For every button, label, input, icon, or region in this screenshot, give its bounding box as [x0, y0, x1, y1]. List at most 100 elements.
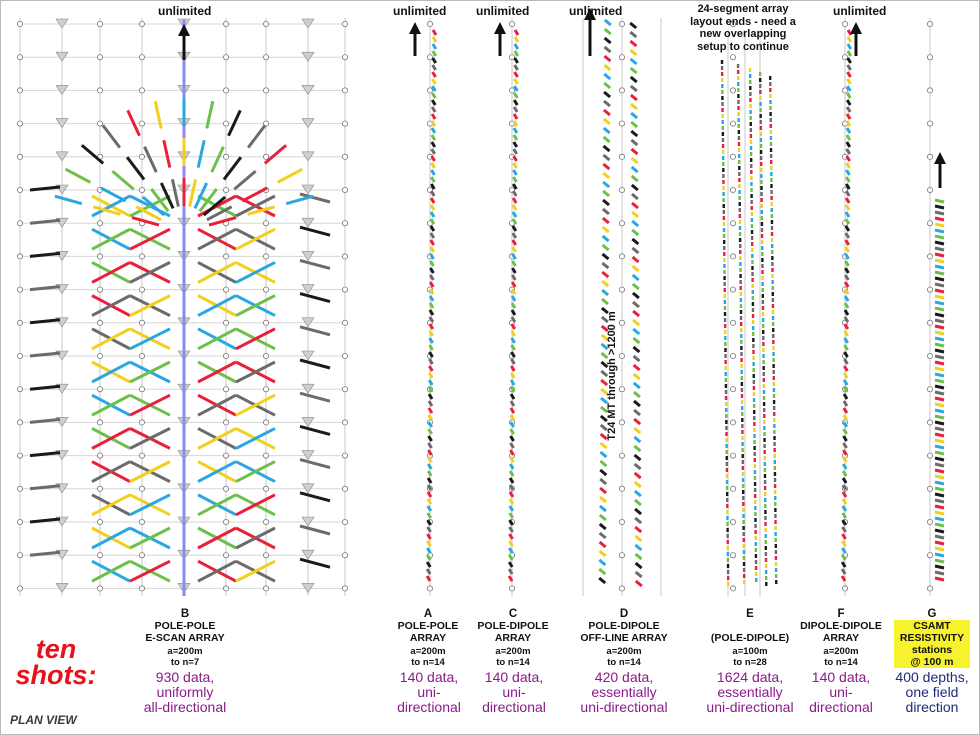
station-marker [619, 186, 626, 193]
measurement-segment [197, 261, 237, 284]
station-marker [97, 419, 104, 426]
summary-line1: 930 data, [155, 669, 215, 685]
data-segment [425, 568, 432, 575]
data-segment [427, 400, 434, 407]
csamt-station-bar [934, 276, 945, 282]
data-segment [427, 428, 433, 435]
data-segment [842, 456, 848, 463]
measurement-segment [299, 458, 331, 470]
station-marker [730, 386, 737, 393]
station-marker [619, 386, 626, 393]
data-segment [430, 162, 436, 169]
electrode-marker [301, 18, 315, 29]
electrode-marker [301, 251, 315, 261]
data-segment [512, 99, 519, 106]
data-segment [632, 354, 641, 363]
csamt-station-bar [934, 312, 945, 318]
data-segment [630, 120, 639, 129]
data-segment [632, 390, 641, 399]
data-segment [843, 302, 850, 309]
csamt-station-bar [934, 300, 945, 306]
measurement-segment [91, 460, 131, 483]
measurement-segment [29, 484, 61, 491]
station-marker [426, 585, 433, 592]
data-segment [841, 463, 848, 470]
measurement-segment [29, 417, 61, 424]
fan-segment [196, 139, 206, 168]
data-segment [845, 176, 851, 183]
electrode-marker [301, 417, 315, 427]
data-segment [513, 43, 520, 50]
data-segment [510, 351, 516, 358]
data-segment [431, 36, 438, 43]
station-marker [16, 552, 23, 559]
data-segment [512, 134, 519, 141]
data-segment [842, 379, 849, 386]
data-segment [845, 155, 851, 162]
station-marker [730, 20, 737, 27]
data-segment [511, 211, 518, 218]
measurement-segment [197, 559, 237, 583]
station-marker [262, 153, 269, 160]
data-segment [430, 99, 437, 106]
measurement-segment [235, 194, 276, 218]
csamt-station-bar [934, 426, 945, 432]
csamt-station-bar [934, 240, 945, 246]
fan-segment [198, 188, 218, 213]
data-segment [843, 365, 849, 372]
data-segment [843, 344, 849, 351]
station-marker [262, 585, 269, 592]
data-segment [512, 155, 518, 162]
data-segment [509, 414, 516, 421]
csamt-station-bar [934, 318, 945, 324]
station-marker [730, 220, 737, 227]
measurement-segment [29, 185, 61, 192]
data-segment [843, 288, 850, 295]
station-marker [16, 319, 23, 326]
array-spacing: a=200m [167, 646, 203, 657]
station-marker [16, 253, 23, 260]
data-segment [601, 243, 610, 252]
measurement-segment [129, 360, 171, 384]
data-segment [509, 379, 516, 386]
data-segment [513, 78, 519, 85]
csamt-station-bar [934, 528, 945, 534]
station-marker [927, 20, 934, 27]
station-marker [426, 20, 433, 27]
csamt-station-bar [934, 462, 945, 468]
data-segment [429, 232, 436, 239]
data-segment [600, 315, 609, 324]
data-segment [508, 526, 514, 533]
station-marker [222, 319, 229, 326]
array-depth: to n=7 [170, 657, 200, 668]
data-segment [429, 246, 435, 253]
array-depth: to n=14 [411, 657, 445, 668]
station-marker [927, 186, 934, 193]
fan-segment [162, 139, 172, 168]
data-segment [845, 134, 852, 141]
data-segment [513, 64, 519, 71]
csamt-station-bar [934, 522, 945, 528]
data-segment [507, 568, 514, 575]
data-segment [601, 261, 610, 270]
csamt-station-bar [934, 468, 945, 474]
array-spacing: a=200m [495, 646, 531, 657]
data-segment [427, 372, 434, 379]
station-marker [927, 87, 934, 94]
data-segment [511, 232, 518, 239]
data-segment [426, 526, 432, 533]
data-segment [632, 345, 641, 354]
station-marker [16, 20, 23, 27]
data-segment [603, 63, 612, 72]
csamt-station-bar [934, 210, 945, 216]
array-depth: to n=14 [496, 657, 530, 668]
data-segment [601, 225, 610, 234]
data-segment [629, 39, 638, 48]
station-marker [341, 585, 348, 592]
csamt-station-bar [934, 198, 945, 204]
data-segment [845, 113, 852, 120]
summary-line3: uni-directional [706, 699, 794, 715]
data-segment [431, 71, 437, 78]
station-marker [138, 552, 145, 559]
data-segment [603, 36, 612, 45]
